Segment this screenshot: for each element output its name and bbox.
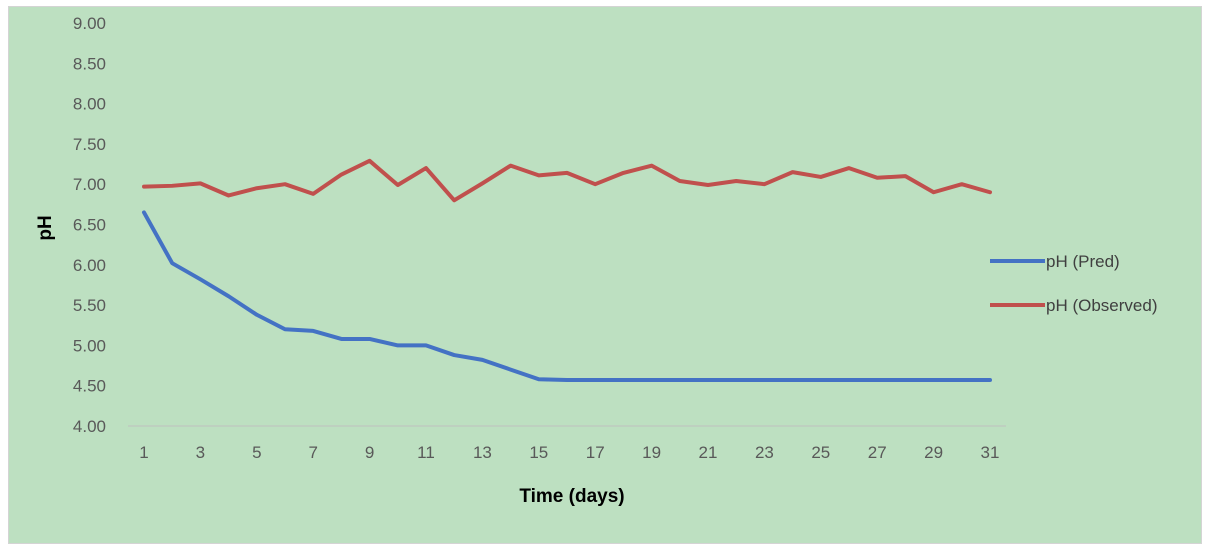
- x-tick-label: 13: [473, 443, 492, 462]
- x-tick-label: 15: [529, 443, 548, 462]
- x-tick-label: 25: [811, 443, 830, 462]
- y-tick-label: 5.50: [73, 296, 106, 315]
- y-tick-label: 8.50: [73, 54, 106, 73]
- x-tick-label: 3: [196, 443, 205, 462]
- x-tick-label: 31: [981, 443, 1000, 462]
- y-tick-label: 9.00: [73, 14, 106, 33]
- x-tick-label: 7: [308, 443, 317, 462]
- y-tick-label: 8.00: [73, 95, 106, 114]
- y-tick-label: 4.50: [73, 377, 106, 396]
- x-axis-ticks: 1 3 5 7 9 11 13 15 17 19 21 23 25 27 29 31: [139, 443, 999, 462]
- chart-area: [8, 6, 1202, 544]
- y-axis-title: pH: [35, 215, 56, 240]
- x-axis-title: Time (days): [519, 486, 624, 507]
- x-tick-label: 27: [868, 443, 887, 462]
- x-tick-label: 23: [755, 443, 774, 462]
- x-tick-label: 19: [642, 443, 661, 462]
- x-tick-label: 11: [417, 443, 435, 462]
- legend-label: pH (Observed): [1046, 296, 1157, 315]
- y-tick-label: 7.00: [73, 175, 106, 194]
- x-tick-label: 9: [365, 443, 374, 462]
- y-axis-ticks: 4.00 4.50 5.00 5.50 6.00 6.50 7.00 7.50 8.00 8.50…: [73, 14, 106, 436]
- x-tick-label: 29: [924, 443, 943, 462]
- y-tick-label: 4.00: [73, 417, 106, 436]
- y-tick-label: 6.00: [73, 256, 106, 275]
- series-line-observed: [142, 158, 992, 203]
- x-tick-label: 21: [699, 443, 718, 462]
- x-tick-label: 17: [586, 443, 605, 462]
- y-tick-label: 5.00: [73, 336, 106, 355]
- legend-label: pH (Pred): [1046, 252, 1120, 271]
- y-tick-label: 7.50: [73, 135, 106, 154]
- series-lines: [142, 158, 992, 383]
- series-line-pred: [142, 210, 992, 383]
- y-tick-label: 6.50: [73, 216, 106, 235]
- legend: pH (Pred) pH (Observed): [990, 252, 1157, 315]
- x-tick-label: 1: [139, 443, 148, 462]
- x-tick-label: 5: [252, 443, 261, 462]
